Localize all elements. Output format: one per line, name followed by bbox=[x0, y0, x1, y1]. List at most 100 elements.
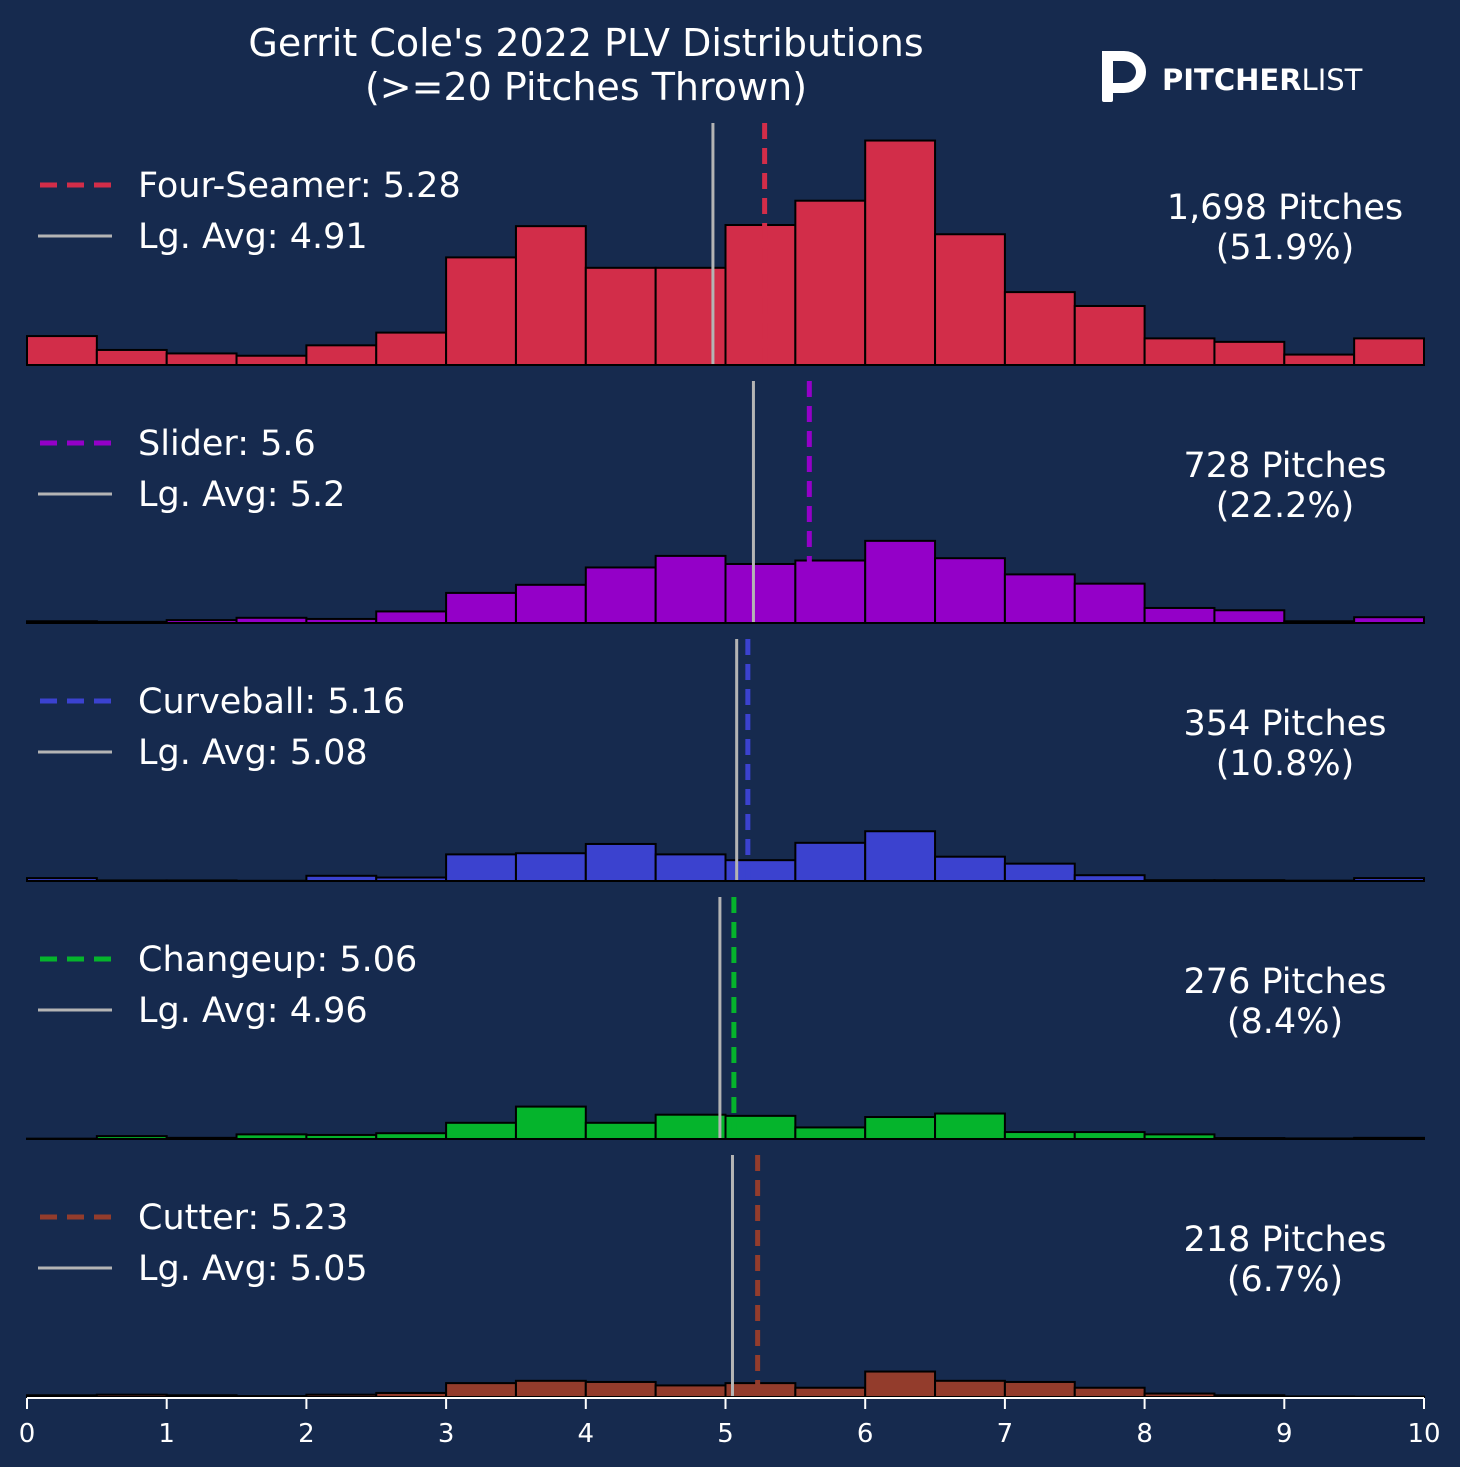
x-tick-label: 3 bbox=[438, 1419, 455, 1449]
histogram-bar bbox=[584, 566, 657, 624]
chart-subtitle: (>=20 Pitches Thrown) bbox=[365, 65, 807, 109]
pitcherlist-p-logo-icon bbox=[1102, 51, 1146, 102]
histogram-bar bbox=[1003, 573, 1076, 625]
logo-text-bold: PITCHER bbox=[1162, 63, 1302, 97]
x-tick-label: 4 bbox=[578, 1419, 595, 1449]
x-tick-label: 2 bbox=[298, 1419, 315, 1449]
x-tick-label: 10 bbox=[1407, 1419, 1440, 1449]
histogram-bar bbox=[514, 225, 587, 366]
pitch-count-label: 728 Pitches bbox=[1184, 446, 1387, 486]
histogram-bar bbox=[864, 830, 937, 883]
histogram-bar bbox=[445, 1121, 517, 1141]
x-tick-label: 1 bbox=[158, 1419, 175, 1449]
histogram-bar bbox=[514, 1105, 587, 1141]
histogram-bar bbox=[514, 1379, 587, 1399]
histogram-bar bbox=[864, 139, 937, 366]
histogram-bar bbox=[1073, 304, 1146, 367]
pitch-percent-label: (6.7%) bbox=[1227, 1260, 1343, 1300]
pitch-count-label: 354 Pitches bbox=[1184, 704, 1387, 744]
logo-text-light: LIST bbox=[1302, 63, 1363, 97]
histogram-bar bbox=[794, 1386, 867, 1399]
legend-pitch-average: Four-Seamer: 5.28 bbox=[138, 166, 461, 206]
histogram-bar bbox=[375, 610, 448, 624]
x-tick-label: 0 bbox=[19, 1419, 36, 1449]
histogram-bar bbox=[514, 852, 587, 882]
histogram-bar bbox=[584, 266, 657, 367]
histogram-bar bbox=[864, 1370, 937, 1399]
panel-slider: Slider: 5.6 Lg. Avg: 5.2 728 Pitches(22.2%… bbox=[26, 381, 1426, 625]
pitch-count-label: 1,698 Pitches bbox=[1167, 188, 1403, 228]
legend-league-average: Lg. Avg: 4.91 bbox=[138, 217, 368, 257]
histogram-bar bbox=[235, 354, 308, 366]
x-tick-label: 7 bbox=[997, 1419, 1014, 1449]
histogram-bar bbox=[1073, 582, 1146, 624]
pitch-percent-label: (22.2%) bbox=[1216, 486, 1355, 526]
histogram-bar bbox=[654, 853, 727, 882]
histogram-bar bbox=[1003, 862, 1076, 883]
chart-title: Gerrit Cole's 2022 PLV Distributions bbox=[248, 21, 923, 65]
histogram-bar bbox=[1143, 606, 1216, 624]
histogram-bar bbox=[934, 855, 1006, 883]
histogram-bar bbox=[934, 1379, 1006, 1399]
panel-changeup: Changeup: 5.06 Lg. Avg: 4.96 276 Pitches(8… bbox=[26, 897, 1426, 1141]
legend-pitch-average: Curveball: 5.16 bbox=[138, 682, 405, 722]
histogram-panels: Four-Seamer: 5.28 Lg. Avg: 4.91 1,698 Pitc… bbox=[26, 123, 1426, 1399]
histogram-bar bbox=[724, 224, 797, 366]
histogram-bar bbox=[1143, 337, 1216, 367]
legend-pitch-average: Slider: 5.6 bbox=[138, 424, 316, 464]
pitch-percent-label: (8.4%) bbox=[1227, 1002, 1343, 1042]
legend-league-average: Lg. Avg: 5.2 bbox=[138, 475, 345, 515]
histogram-bar bbox=[26, 335, 98, 367]
histogram-bar bbox=[864, 539, 937, 625]
histogram-bar bbox=[794, 559, 867, 624]
histogram-bar bbox=[724, 1382, 797, 1398]
pitch-count-label: 276 Pitches bbox=[1184, 962, 1387, 1002]
panel-four-seamer: Four-Seamer: 5.28 Lg. Avg: 4.91 1,698 Pitc… bbox=[26, 123, 1426, 367]
pitch-percent-label: (51.9%) bbox=[1216, 228, 1355, 268]
histogram-bar bbox=[584, 1121, 657, 1141]
histogram-bar bbox=[375, 331, 448, 367]
histogram-bar bbox=[1283, 353, 1356, 367]
histogram-bar bbox=[445, 591, 517, 625]
panel-cutter: Cutter: 5.23 Lg. Avg: 5.05 218 Pitches(6.7… bbox=[26, 1155, 1426, 1399]
histogram-bar bbox=[1073, 1386, 1146, 1399]
pitcherlist-logo: PITCHERLIST bbox=[1102, 51, 1363, 102]
histogram-bar bbox=[654, 1113, 727, 1141]
legend-league-average: Lg. Avg: 5.08 bbox=[138, 733, 368, 773]
histogram-bar bbox=[584, 842, 657, 883]
histogram-bar bbox=[445, 853, 517, 882]
histogram-bar bbox=[1003, 1131, 1076, 1140]
histogram-bar bbox=[584, 1380, 657, 1398]
x-tick-label: 5 bbox=[717, 1419, 734, 1449]
histogram-bar bbox=[1073, 1131, 1146, 1140]
legend-league-average: Lg. Avg: 5.05 bbox=[138, 1249, 368, 1289]
histogram-bar bbox=[934, 1112, 1006, 1141]
histogram-bar bbox=[305, 344, 378, 366]
histogram-bar bbox=[514, 583, 587, 624]
histogram-bar bbox=[654, 1384, 727, 1399]
histogram-bar bbox=[1213, 340, 1286, 366]
legend-pitch-average: Cutter: 5.23 bbox=[138, 1198, 348, 1238]
histogram-bar bbox=[654, 266, 727, 367]
x-tick-label: 6 bbox=[857, 1419, 874, 1449]
x-axis: 0 1 2 3 4 5 6 7 8 9 10 bbox=[19, 1397, 1441, 1449]
histogram-bar bbox=[794, 841, 867, 882]
histogram-bar bbox=[934, 233, 1006, 366]
x-tick-label: 9 bbox=[1276, 1419, 1293, 1449]
histogram-bar bbox=[1003, 291, 1076, 367]
histogram-bar bbox=[724, 562, 797, 624]
histogram-bar bbox=[1003, 1380, 1076, 1398]
pitch-count-label: 218 Pitches bbox=[1184, 1220, 1387, 1260]
histogram-bar bbox=[864, 1116, 937, 1140]
logo-text: PITCHERLIST bbox=[1162, 63, 1363, 97]
histogram-bar bbox=[1213, 609, 1286, 625]
legend-pitch-average: Changeup: 5.06 bbox=[138, 940, 417, 980]
histogram-bar bbox=[794, 1126, 867, 1141]
histogram-bar bbox=[1353, 337, 1426, 367]
histogram-bar bbox=[95, 348, 168, 367]
panel-curveball: Curveball: 5.16 Lg. Avg: 5.08 354 Pitches(… bbox=[26, 639, 1426, 883]
legend-league-average: Lg. Avg: 4.96 bbox=[138, 991, 368, 1031]
histogram-bar bbox=[445, 1382, 517, 1398]
histogram-bar bbox=[445, 256, 517, 366]
